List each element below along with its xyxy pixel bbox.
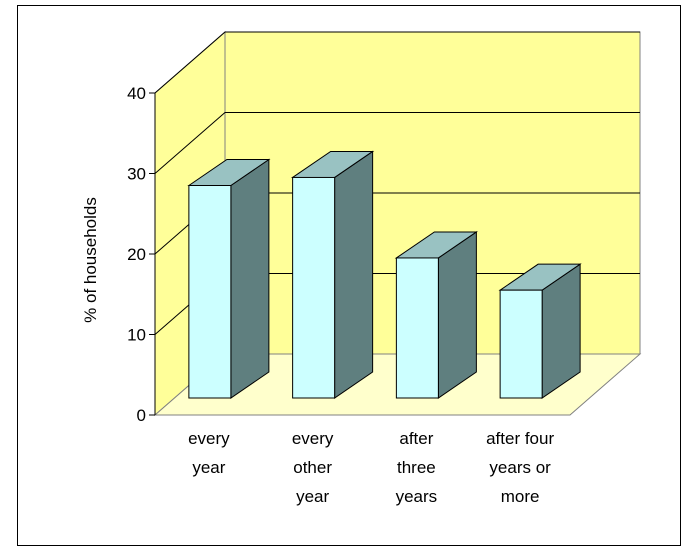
y-tick-label: 30	[127, 165, 146, 184]
gridline	[154, 31, 640, 94]
x-tick-label-line: every	[188, 429, 230, 448]
gridline	[154, 112, 640, 174]
y-axis: 0 10 20 30 40	[127, 84, 156, 425]
bar-side	[334, 150, 374, 399]
bar	[498, 263, 582, 399]
x-tick-label-line: every	[292, 429, 334, 448]
x-tick-label-line: years	[396, 487, 438, 506]
x-tick-label-line: after	[399, 429, 433, 448]
bar-front	[499, 289, 543, 399]
y-axis-title: % of households	[81, 197, 100, 323]
x-tick-label-line: year	[192, 458, 225, 477]
bar	[187, 158, 271, 399]
y-tick-label: 10	[127, 326, 146, 345]
bar-side	[230, 158, 270, 399]
x-tick-label-line: year	[296, 487, 329, 506]
x-tick-label-line: years or	[489, 458, 551, 477]
x-tick-label-line: more	[501, 487, 540, 506]
x-tick-label: every year	[188, 429, 230, 477]
bars	[187, 150, 582, 399]
y-tick-label: 40	[127, 84, 146, 103]
bar-front	[395, 257, 439, 399]
y-tick-label: 0	[137, 406, 146, 425]
x-tick-label: after three years	[396, 429, 438, 506]
y-tick-label: 20	[127, 245, 146, 264]
x-tick-label: every other year	[292, 429, 334, 506]
x-tick-label: after four years or more	[486, 429, 554, 506]
x-tick-label-line: three	[397, 458, 436, 477]
x-tick-label-line: other	[293, 458, 332, 477]
bar-front	[292, 176, 336, 399]
bar-side	[437, 231, 477, 399]
bar	[291, 150, 375, 399]
x-tick-label-line: after four	[486, 429, 554, 448]
bar	[394, 231, 478, 399]
bar-front	[188, 185, 232, 399]
